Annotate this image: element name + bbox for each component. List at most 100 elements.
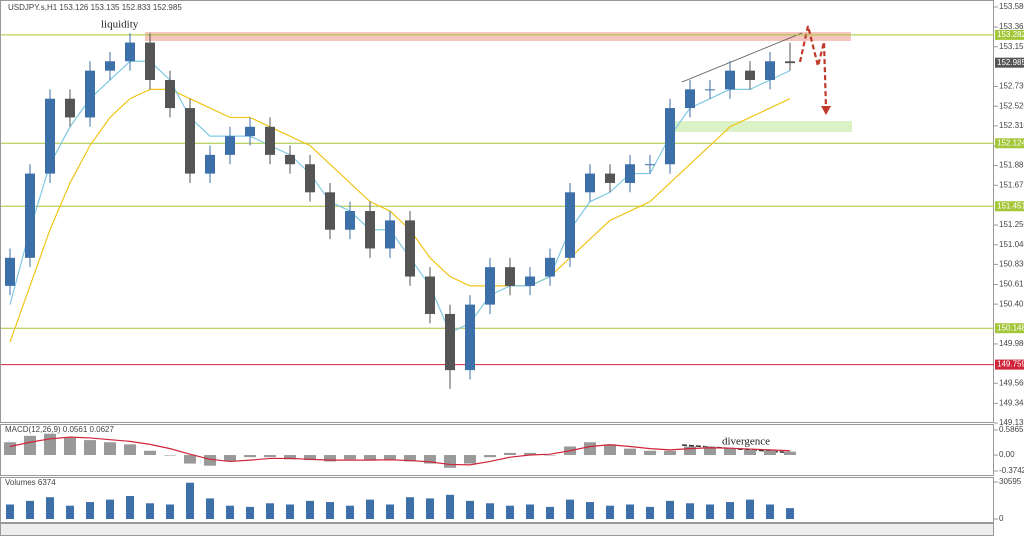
forecast-arrow [798,25,828,109]
volume-bar [746,499,754,519]
macd-bar [384,455,396,460]
volume-bar [146,503,154,519]
candle-body [465,304,475,371]
fast-ma [9,60,791,334]
macd-bar [204,455,216,466]
macd-bar [364,455,376,461]
volume-bar [366,499,374,519]
macd-bar [664,450,676,456]
candle-body [305,164,315,193]
y-tick-label: 151.250 [999,220,1024,229]
candle-body [605,173,615,183]
y-tick-label: 0.5865 [999,425,1024,434]
macd-bar [124,444,136,456]
macd-bar [444,455,456,468]
macd-bar [144,450,156,456]
candle-body [245,126,255,137]
volume-bar [126,496,134,519]
candle-body [5,257,15,286]
macd-bar [84,440,96,456]
candle-body [225,136,235,155]
candle-body [785,61,795,64]
macd-signal [9,436,791,466]
y-tick-label: 150.830 [999,259,1024,268]
candle-body [45,98,55,174]
macd-bar [744,449,756,456]
y-tick-label: 0 [999,514,1004,523]
macd-bar [44,433,56,456]
level-tag [995,138,1024,149]
candle-body [385,220,395,249]
volume-bar [706,504,714,519]
y-tick-label: 153.580 [999,2,1024,11]
arrow-head [821,106,831,115]
volume-bar [626,504,634,519]
candle-body [405,220,415,277]
candle-body [485,267,495,305]
y-tick-label: 0.00 [999,450,1015,459]
volume-bar [646,506,654,519]
volume-bar [446,494,454,519]
y-tick-label: 30595 [999,477,1022,486]
time-axis [0,523,994,536]
volume-bar [686,503,694,519]
volume-bar [606,505,614,519]
y-tick-label: 149.980 [999,339,1024,348]
macd-bar [604,444,616,456]
volume-bar [566,499,574,519]
candle-body [105,61,115,71]
volume-bar [226,505,234,519]
y-tick-label: -0.3742 [999,466,1024,475]
candle-body [765,61,775,80]
macd-bar [504,452,516,456]
macd-bar [644,450,656,456]
macd-bar [344,455,356,460]
main-pane [0,0,994,423]
volume-bar [46,497,54,519]
header: USDJPY.s,H1 153.126 153.135 152.833 152.… [8,3,182,12]
volume-bar [286,504,294,519]
volume-bar [326,502,334,519]
y-tick-label: 151.040 [999,240,1024,249]
candle-body [205,154,215,174]
y-tick-label: 151.675 [999,180,1024,189]
volume-bar [406,497,414,519]
volume-bar [266,503,274,519]
level-tag [995,201,1024,212]
level-label: 153.282 [997,30,1024,39]
candle-body [365,211,375,249]
candle-body [645,164,655,166]
macd-bar [544,455,556,456]
macd-bar [424,455,436,464]
candle-body [445,313,455,371]
y-tick-label: 150.615 [999,280,1024,289]
candle-body [165,79,175,109]
macd-bar [784,451,796,456]
volume-bar [466,500,474,519]
volume-bar [386,504,394,519]
candle-body [705,89,715,91]
macd-bar [484,455,496,458]
macd-bar [164,455,176,456]
volume-bar [246,506,254,519]
macd-bar [584,442,596,456]
candle-body [345,211,355,230]
candle-body [525,276,535,286]
volume-bar [506,505,514,519]
y-tick-label: 151.885 [999,161,1024,170]
candle-body [425,276,435,314]
macd-bar [4,442,16,456]
macd-bar [64,437,76,456]
candle-body [505,267,515,286]
macd-bar [24,435,36,456]
y-tick-label: 153.365 [999,22,1024,31]
level-label: 151.451 [997,201,1024,210]
level-label: 150.148 [997,323,1024,332]
volume-bar [426,498,434,519]
volume-bar [726,502,734,519]
volume-pane [0,477,994,523]
annotation: liquidity [101,19,139,31]
candle-body [585,173,595,193]
volume-bar [546,506,554,519]
volume-bar [526,504,534,519]
